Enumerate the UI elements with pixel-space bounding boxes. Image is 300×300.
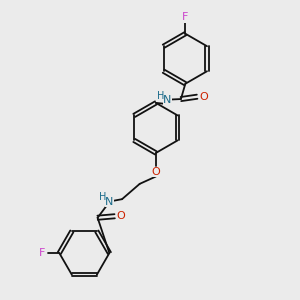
Text: H: H — [157, 91, 164, 101]
Text: O: O — [199, 92, 208, 102]
Text: F: F — [39, 248, 45, 258]
Text: O: O — [152, 167, 160, 177]
Text: O: O — [117, 211, 125, 221]
Text: N: N — [163, 94, 172, 105]
Text: H: H — [99, 192, 106, 202]
Text: N: N — [105, 196, 114, 206]
Text: F: F — [182, 13, 188, 22]
